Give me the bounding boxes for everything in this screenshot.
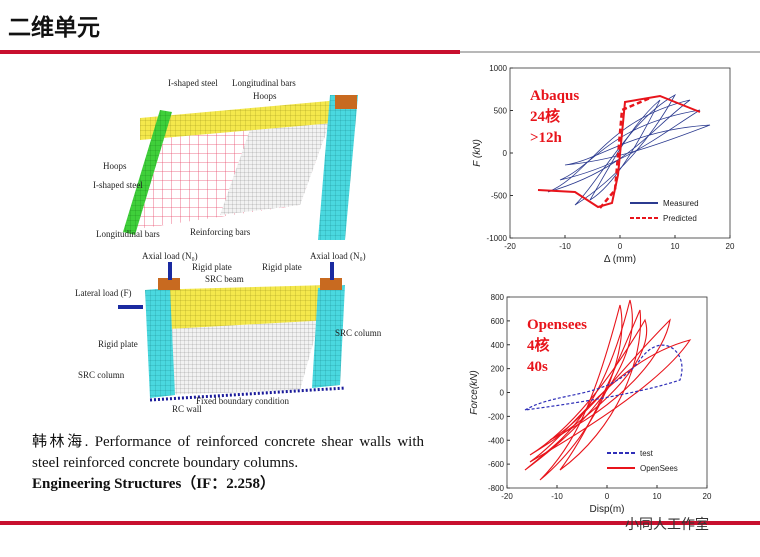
y-tick-label: -200 <box>488 412 505 421</box>
curve-illustration <box>524 344 683 411</box>
annotation: Opensees <box>527 317 587 333</box>
curve-illustration <box>524 299 692 481</box>
legend-label: test <box>640 449 654 458</box>
curve-illustration <box>537 94 701 209</box>
chart: -20 -10 0 10 20 -1000 -500 0 500 1000 Δ (mm) F (kN)… <box>472 64 735 265</box>
citation: 韩林海. Performance of reinforced concrete … <box>32 432 424 495</box>
x-tick-label: -10 <box>559 242 571 251</box>
x-tick-label: 10 <box>671 242 680 251</box>
figure-label: Hoops <box>103 161 127 171</box>
figure-label: Rigid plate <box>262 262 302 272</box>
y-tick-label: 400 <box>491 341 505 350</box>
annotation: 4核 <box>527 336 550 354</box>
x-tick-label: 0 <box>618 242 623 251</box>
figure-label: Axial load (N₀) <box>310 251 366 261</box>
slide-title: 二维单元 <box>8 15 100 41</box>
x-axis-label: Δ (mm) <box>604 254 636 265</box>
curve-illustration <box>547 93 711 206</box>
x-axis-label: Disp(m) <box>590 504 625 515</box>
y-tick-label: -800 <box>488 484 505 493</box>
annotation: 24核 <box>530 107 560 125</box>
chart: -20 -10 0 10 20 -800 -600 -400 -200 0 200 400 600 800… <box>469 293 712 515</box>
fem-model-top <box>123 95 358 240</box>
x-tick-label: 20 <box>703 492 712 501</box>
figure-label: I-shaped steel <box>168 78 218 88</box>
figure-labels: I-shaped steel Longitudinal bars Hoops Hoop… <box>75 78 382 414</box>
figure-label: SRC beam <box>205 274 244 284</box>
figure-label: Fixed boundary condition <box>196 396 289 406</box>
watermark: 小同人工作室 <box>625 517 709 533</box>
figure-label: Hoops <box>253 91 277 101</box>
figure-label: SRC column <box>335 328 382 338</box>
annotation: 40s <box>527 359 548 375</box>
figure-label: Rigid plate <box>192 262 232 272</box>
y-tick-label: 600 <box>491 317 505 326</box>
rules <box>0 50 760 525</box>
figure-label: Longitudinal bars <box>96 229 160 239</box>
citation-text: 韩林海. Performance of reinforced concrete … <box>32 434 424 471</box>
fem-model-bottom <box>118 262 346 402</box>
x-tick-label: 20 <box>726 242 735 251</box>
x-tick-label: -20 <box>501 492 513 501</box>
figure-label: RC wall <box>172 404 202 414</box>
y-axis-label: F (kN) <box>472 139 483 167</box>
x-tick-label: -20 <box>504 242 516 251</box>
legend-label: Measured <box>663 199 699 208</box>
y-tick-label: 1000 <box>489 64 507 73</box>
figure-label: Longitudinal bars <box>232 78 296 88</box>
annotation: Abaqus <box>530 88 579 104</box>
x-tick-label: -10 <box>551 492 563 501</box>
citation-journal: Engineering Structures（IF：2.258） <box>32 476 276 492</box>
legend-label: OpenSees <box>640 464 678 473</box>
figure-label: Axial load (N₀) <box>142 251 198 261</box>
y-tick-label: 0 <box>503 149 508 158</box>
figure-label: Reinforcing bars <box>190 227 251 237</box>
figure-label: SRC column <box>78 370 125 380</box>
figure-label: Lateral load (F) <box>75 288 131 298</box>
figure-label: Rigid plate <box>98 339 138 349</box>
annotation: >12h <box>530 130 563 146</box>
y-tick-label: -500 <box>491 192 508 201</box>
figure-label: I-shaped steel <box>93 180 143 190</box>
legend-label: Predicted <box>663 214 697 223</box>
y-axis-label: Force(kN) <box>469 370 480 414</box>
y-tick-label: -400 <box>488 436 505 445</box>
x-tick-label: 0 <box>605 492 610 501</box>
y-tick-label: -1000 <box>487 234 508 243</box>
y-tick-label: 800 <box>491 293 505 302</box>
y-tick-label: 500 <box>494 107 508 116</box>
y-tick-label: 0 <box>500 389 505 398</box>
y-tick-label: 200 <box>491 365 505 374</box>
y-tick-label: -600 <box>488 460 505 469</box>
curve-illustration <box>599 96 651 209</box>
x-tick-label: 10 <box>653 492 662 501</box>
